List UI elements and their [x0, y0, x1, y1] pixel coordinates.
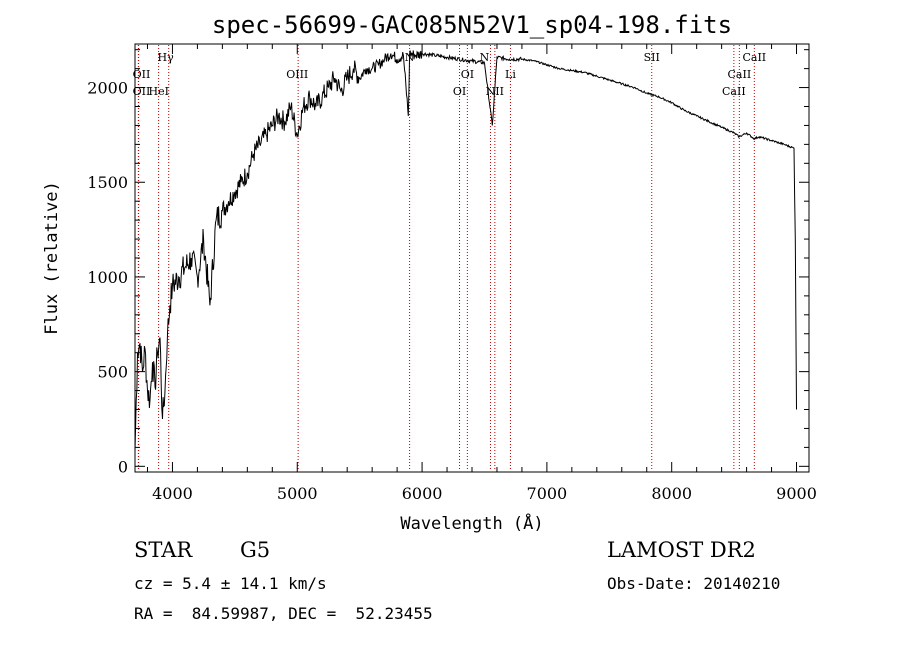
object-class: STAR	[134, 538, 193, 562]
plot-frame	[134, 43, 810, 473]
spectral-line-label: OI	[453, 85, 466, 98]
redshift-text: cz = 5.4 ± 14.1 km/s	[134, 574, 327, 593]
spectral-line-label: OII	[133, 68, 151, 81]
spectral-line-label: CaII	[742, 51, 766, 64]
spectrum-series	[134, 50, 797, 452]
spectral-line-label: CaII	[722, 85, 746, 98]
x-tick-label: 5000	[277, 484, 318, 503]
spectral-line-label: N	[405, 51, 415, 64]
spectral-lines	[137, 45, 755, 471]
spectral-line-label: OII	[133, 85, 151, 98]
spectral-line-label: Li	[505, 68, 516, 81]
y-tick-label: 1000	[87, 268, 128, 287]
x-tick-label: 7000	[527, 484, 568, 503]
x-axis-label: Wavelength (Å)	[400, 512, 543, 534]
spectral-line-label: OIII	[286, 68, 308, 81]
x-tick-label: 9000	[776, 484, 817, 503]
y-axis-label: Flux (relative)	[42, 181, 62, 335]
x-tick-label: 4000	[152, 484, 193, 503]
spectral-line-label: SII	[644, 51, 660, 64]
object-subclass: G5	[240, 538, 271, 562]
x-tick-label: 6000	[402, 484, 443, 503]
axis-ticks: 4000 5000 6000 7000 8000 9000 0 500 1000 1500 2000	[87, 44, 817, 503]
spectrum-line	[134, 50, 797, 452]
spectral-line-label: OI	[461, 68, 474, 81]
spectral-line-label: Hγ	[157, 51, 174, 64]
survey-name: LAMOST DR2	[607, 538, 756, 562]
spectral-line-label: HeI	[148, 85, 168, 98]
spectral-line-label: NII	[486, 85, 504, 98]
line-labels: HγOIIOIIHeIOIIINOIOINNIILiSIICaIICaIICaI…	[133, 51, 767, 98]
y-tick-label: 0	[118, 457, 128, 476]
spectral-line-label: N	[480, 51, 490, 64]
x-tick-label: 8000	[651, 484, 692, 503]
y-tick-label: 1500	[87, 173, 128, 192]
spectral-line-label: CaII	[728, 68, 752, 81]
coordinates: RA = 84.59987, DEC = 52.23455	[134, 604, 433, 623]
y-tick-label: 500	[97, 363, 128, 382]
obs-date: Obs-Date: 20140210	[607, 574, 781, 593]
y-tick-label: 2000	[87, 79, 128, 98]
chart-title: spec-56699-GAC085N52V1_sp04-198.fits	[212, 11, 732, 39]
